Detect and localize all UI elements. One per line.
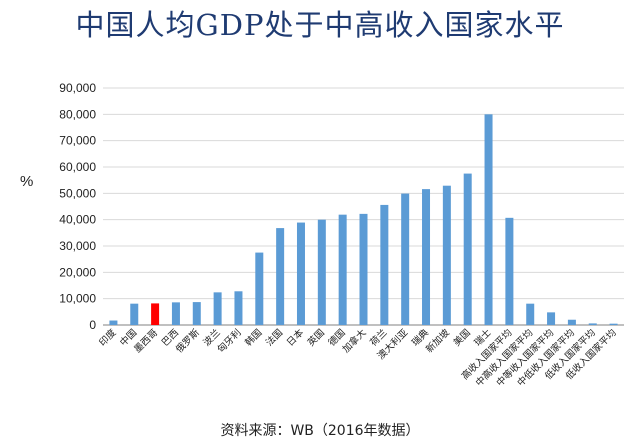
bar (151, 303, 160, 325)
bar (505, 217, 514, 325)
bar (359, 213, 368, 325)
bar (484, 114, 493, 325)
bar (401, 193, 410, 325)
bar (130, 303, 139, 325)
y-tick-label: 70,000 (59, 134, 96, 148)
bar (255, 252, 264, 325)
y-tick-label: 40,000 (59, 213, 96, 227)
chart-title: 中国人均GDP处于中高收入国家水平 (75, 8, 565, 42)
x-tick-label: 新加坡 (423, 326, 452, 355)
bar (609, 323, 618, 325)
bar (588, 323, 597, 325)
x-tick-label: 美国 (451, 327, 473, 349)
x-tick-label: 英国 (305, 327, 327, 349)
y-tick-label: 60,000 (59, 160, 96, 174)
y-tick-label: 0 (89, 318, 96, 332)
y-axis-label: % (20, 173, 33, 190)
bar (192, 302, 201, 325)
bar (276, 228, 285, 325)
y-tick-label: 10,000 (59, 292, 96, 306)
x-tick-label: 墨西哥 (132, 327, 160, 355)
x-tick-label: 加拿大 (340, 326, 369, 355)
y-tick-label: 90,000 (59, 81, 96, 95)
bar (380, 204, 389, 325)
y-tick-label: 30,000 (59, 239, 96, 253)
bar (234, 291, 243, 325)
bar (171, 302, 180, 325)
y-tick-label: 20,000 (59, 265, 96, 279)
bar (213, 292, 222, 325)
bar (338, 214, 347, 325)
x-tick-label: 韩国 (242, 327, 264, 349)
x-tick-label: 法国 (263, 327, 285, 349)
x-tick-label: 印度 (97, 326, 119, 348)
bar (463, 173, 472, 325)
bar (567, 319, 576, 325)
x-tick-label: 匈牙利 (215, 327, 244, 356)
bar (526, 303, 535, 325)
x-tick-label: 俄罗斯 (173, 326, 202, 355)
bar (442, 185, 451, 325)
bar (317, 219, 326, 325)
y-tick-label: 50,000 (59, 186, 96, 200)
bar (547, 312, 556, 325)
bar (109, 320, 118, 325)
bar (296, 222, 305, 325)
x-tick-label: 日本 (284, 326, 306, 348)
source-note: 资料来源：WB（2016年数据） (220, 423, 420, 439)
y-tick-label: 80,000 (59, 107, 96, 121)
bar (422, 189, 431, 325)
